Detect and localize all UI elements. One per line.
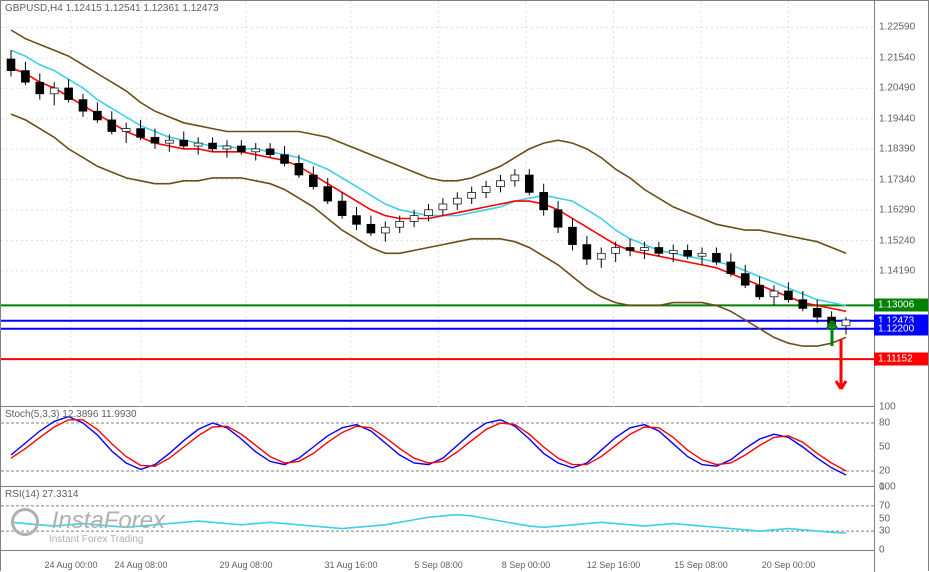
- stoch-values: 12.3896 11.9930: [62, 409, 136, 420]
- stoch-y-tick: 20: [879, 466, 890, 477]
- x-axis-label: 20 Sep 00:00: [762, 560, 816, 570]
- rsi-y-tick: 100: [879, 482, 896, 493]
- x-axis-label: 31 Aug 16:00: [324, 560, 377, 570]
- stoch-y-tick: 80: [879, 418, 890, 429]
- stoch-y-tick: 50: [879, 442, 890, 453]
- rsi-header: RSI(14) 27.3314: [5, 489, 78, 500]
- watermark-text: InstaForex: [52, 507, 165, 534]
- rsi-y-tick: 50: [879, 513, 890, 524]
- y-tick: 1.18390: [879, 144, 915, 155]
- rsi-y-tick: 0: [879, 545, 885, 556]
- x-axis-label: 29 Aug 08:00: [219, 560, 272, 570]
- y-tick: 1.19440: [879, 113, 915, 124]
- x-axis-label: 5 Sep 08:00: [414, 560, 463, 570]
- x-axis-label: 15 Sep 08:00: [674, 560, 728, 570]
- rsi-value: 27.3314: [42, 489, 78, 500]
- x-axis-label: 12 Sep 16:00: [587, 560, 641, 570]
- stochastic-panel[interactable]: Stoch(5,3,3) 12.3896 11.9930: [1, 407, 876, 487]
- y-tick: 1.21540: [879, 52, 915, 63]
- stoch-y-tick: 100: [879, 402, 896, 413]
- ohlc-values: 1.12415 1.12541 1.12361 1.12473: [66, 3, 219, 14]
- x-axis-label: 24 Aug 00:00: [44, 560, 97, 570]
- price-level-label: 1.12200: [874, 322, 928, 335]
- rsi-label: RSI(14): [5, 489, 39, 500]
- y-tick: 1.16290: [879, 205, 915, 216]
- price-level-label: 1.13006: [874, 299, 928, 312]
- stoch-label: Stoch(5,3,3): [5, 409, 59, 420]
- y-tick: 1.15240: [879, 235, 915, 246]
- rsi-y-tick: 30: [879, 526, 890, 537]
- x-axis-label: 24 Aug 08:00: [114, 560, 167, 570]
- main-chart-svg: [1, 1, 876, 407]
- main-price-panel[interactable]: GBPUSD,H4 1.12415 1.12541 1.12361 1.1247…: [1, 1, 876, 407]
- symbol-name: GBPUSD,H4: [5, 3, 63, 14]
- y-tick: 1.22590: [879, 22, 915, 33]
- watermark-icon: [11, 508, 39, 536]
- y-axis: 1.22590 1.21540 1.20490 1.19440 1.18390 1.173…: [874, 1, 928, 572]
- y-tick: 1.14190: [879, 265, 915, 276]
- watermark-sub: Instant Forex Trading: [49, 534, 165, 545]
- symbol-header: GBPUSD,H4 1.12415 1.12541 1.12361 1.1247…: [5, 3, 219, 14]
- chart-container: GBPUSD,H4 1.12415 1.12541 1.12361 1.1247…: [0, 0, 929, 571]
- stoch-header: Stoch(5,3,3) 12.3896 11.9930: [5, 409, 137, 420]
- x-axis-label: 8 Sep 00:00: [502, 560, 551, 570]
- x-axis: 24 Aug 00:00 24 Aug 08:00 29 Aug 08:00 31 A…: [1, 550, 876, 572]
- price-level-label: 1.11152: [874, 353, 928, 366]
- y-tick: 1.20490: [879, 83, 915, 94]
- watermark: InstaForex Instant Forex Trading: [11, 507, 165, 545]
- y-tick: 1.17340: [879, 174, 915, 185]
- rsi-y-tick: 70: [879, 500, 890, 511]
